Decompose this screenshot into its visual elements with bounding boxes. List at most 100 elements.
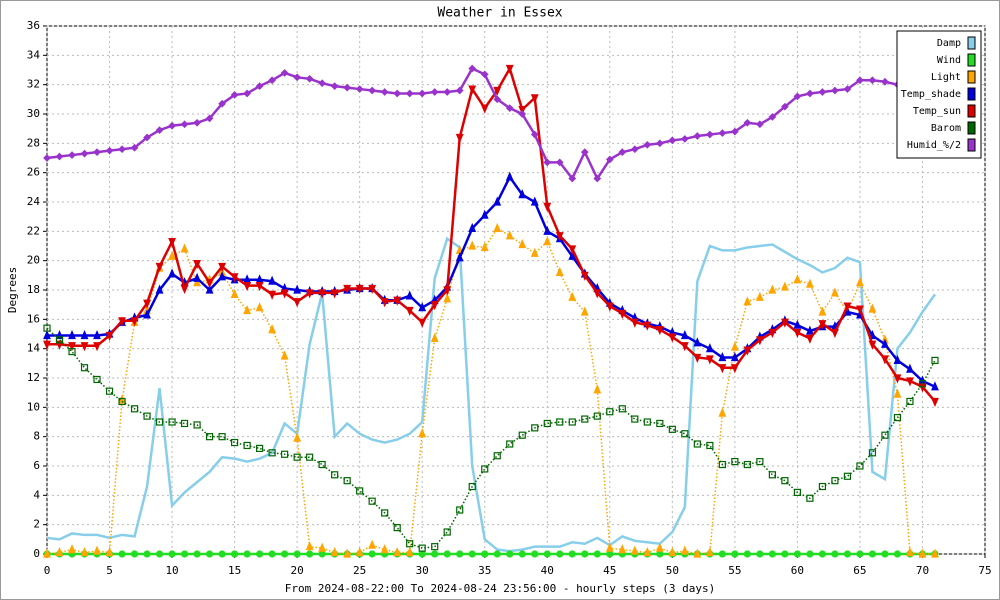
legend-swatch [967, 138, 976, 152]
marker [168, 550, 176, 558]
marker [618, 544, 627, 554]
marker [393, 547, 402, 557]
marker [155, 418, 164, 426]
marker [881, 550, 889, 558]
marker [931, 397, 939, 407]
marker [556, 550, 564, 558]
x-tick-label: 40 [541, 564, 554, 577]
marker [906, 363, 914, 373]
legend-label: Temp_shade [901, 89, 961, 100]
marker [318, 79, 326, 88]
marker [143, 412, 151, 420]
y-tick-label: 18 [27, 283, 40, 296]
legend-swatch [967, 36, 976, 50]
marker [430, 301, 439, 311]
marker [493, 86, 502, 97]
x-tick-label: 65 [853, 564, 866, 577]
marker [805, 278, 814, 288]
marker [543, 158, 552, 167]
marker [68, 348, 76, 356]
marker [693, 132, 702, 140]
x-tick-label: 5 [106, 564, 113, 577]
marker [231, 438, 239, 447]
marker [193, 118, 201, 127]
marker [255, 282, 264, 292]
marker [405, 306, 414, 317]
marker [906, 377, 914, 387]
marker [655, 326, 664, 336]
marker [580, 306, 589, 316]
marker [293, 73, 301, 82]
marker [205, 550, 214, 558]
marker [768, 471, 776, 479]
marker [493, 222, 502, 232]
marker [418, 428, 427, 438]
marker [630, 318, 639, 328]
marker [668, 333, 677, 343]
marker [468, 85, 477, 95]
marker [293, 432, 302, 442]
marker [693, 440, 701, 448]
marker [756, 120, 764, 129]
marker [255, 82, 264, 90]
marker [656, 419, 664, 428]
marker [468, 64, 477, 73]
marker [868, 550, 877, 558]
marker [80, 342, 89, 352]
marker [168, 238, 176, 248]
marker [443, 528, 451, 536]
marker [318, 550, 326, 558]
y-tick-label: 0 [33, 547, 40, 560]
marker [480, 104, 489, 114]
marker [531, 424, 539, 432]
marker [68, 342, 76, 352]
marker [443, 293, 452, 303]
marker [831, 477, 839, 485]
marker [655, 139, 664, 148]
marker [918, 548, 927, 558]
marker [280, 69, 289, 77]
marker [893, 354, 902, 364]
y-tick-label: 34 [27, 48, 41, 61]
marker [756, 458, 764, 466]
marker [55, 152, 64, 161]
marker [605, 302, 614, 312]
marker [831, 328, 839, 339]
marker [180, 284, 189, 295]
marker [143, 309, 151, 319]
y-tick-label: 36 [27, 19, 40, 32]
marker [193, 550, 201, 558]
marker [668, 136, 677, 145]
marker [793, 319, 802, 329]
marker [630, 145, 639, 154]
marker [505, 230, 514, 240]
marker [505, 171, 514, 181]
marker [268, 275, 277, 285]
marker [455, 252, 464, 262]
marker [205, 114, 214, 123]
marker [568, 550, 576, 558]
y-tick-label: 16 [27, 312, 40, 325]
marker [80, 329, 89, 340]
marker [318, 289, 327, 299]
marker [93, 342, 101, 352]
x-tick-label: 75 [978, 564, 991, 577]
marker [130, 317, 139, 327]
legend-swatch [967, 53, 976, 67]
marker [105, 387, 114, 395]
marker [818, 88, 827, 96]
marker [718, 129, 727, 137]
marker [343, 284, 352, 295]
marker [218, 433, 226, 441]
marker [105, 547, 114, 557]
marker [730, 341, 739, 351]
marker [368, 497, 376, 505]
marker [268, 76, 276, 85]
marker [493, 452, 501, 460]
y-axis-label: Degrees [6, 267, 19, 313]
marker [180, 243, 189, 253]
marker [243, 282, 252, 292]
marker [355, 85, 364, 93]
x-tick-label: 60 [791, 564, 804, 577]
marker [793, 550, 802, 558]
